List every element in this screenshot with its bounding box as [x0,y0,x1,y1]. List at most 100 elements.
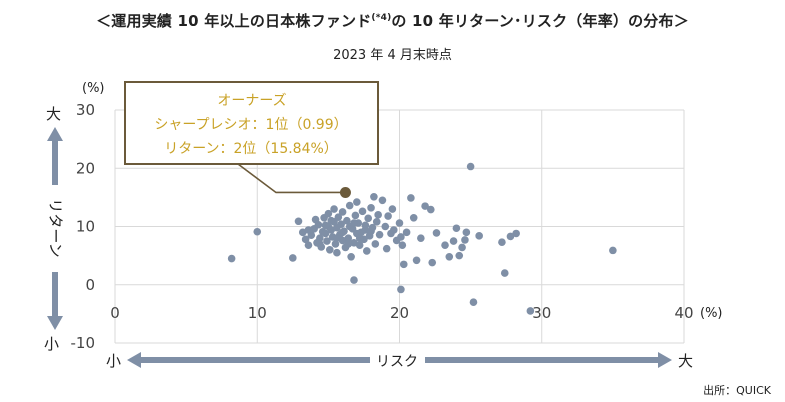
x-tick-label: 10 [248,304,267,322]
callout-box [124,81,379,165]
data-point [347,252,355,261]
callout-leader-line [237,163,346,194]
data-point [355,234,364,242]
x-tick-label: 40 [674,304,693,322]
y-big-label: 大 [46,105,61,123]
data-point [321,221,330,230]
data-point [338,208,347,216]
data-point [371,240,380,248]
y-tick-label: 10 [76,218,95,236]
data-point [353,198,361,206]
data-point [344,240,353,248]
data-point [321,229,330,238]
data-point [314,220,323,229]
data-point [384,212,392,220]
data-point [351,211,360,220]
callout-fund-name: オーナーズ [217,93,286,109]
data-point [364,214,373,223]
tick-labels: -10 0 10 20 30 0 10 20 30 40 [71,101,694,352]
data-point [609,246,617,255]
data-point [381,222,390,231]
data-point [227,254,236,263]
data-point [426,205,435,214]
y-tick-label: 0 [85,276,95,294]
data-point [372,218,381,226]
data-point [323,237,331,245]
data-point [407,194,415,202]
data-point [462,228,471,237]
risk-right-arrow-icon [425,352,672,368]
x-big-label: 大 [678,352,693,370]
x-small-label: 小 [106,352,121,370]
risk-left-arrow-icon [127,352,370,368]
data-point [333,234,341,242]
x-axis-name: リスク [376,354,418,370]
data-point [378,196,387,205]
x-tick-label: 30 [532,304,551,322]
x-tick-label: 0 [110,304,120,322]
data-point [338,236,347,245]
data-point [344,234,353,242]
data-point [390,226,398,234]
data-point [395,219,404,227]
data-point [294,217,303,226]
data-point [361,226,370,234]
data-point [506,232,515,241]
data-point [327,226,336,234]
data-point [441,241,449,249]
data-point [500,269,509,277]
data-point [298,228,307,237]
data-point [402,228,411,237]
data-point [316,234,324,242]
data-point [304,226,313,234]
data-point [398,241,407,249]
data-point [343,216,351,225]
y-tick-label: 30 [76,101,95,119]
data-point [333,248,341,257]
data-point [512,229,520,238]
callout-return: リターン：2位（15.84%） [164,141,338,157]
data-point [375,230,384,239]
data-point [388,205,397,213]
data-point [324,209,333,218]
data-point [345,201,354,210]
y-unit-label: (%) [82,81,105,96]
data-point [455,251,464,260]
data-point [397,233,405,241]
data-point [445,252,454,261]
data-point [337,220,345,228]
data-point [421,202,429,210]
data-point [350,239,358,247]
data-point [367,227,375,235]
data-point [362,247,371,255]
data-point [409,213,418,222]
data-point [412,256,421,265]
x-tick-label: 20 [390,304,409,322]
data-point [304,241,313,249]
data-point [399,260,408,269]
data-point [334,213,343,221]
title-footnote-mark: (*4) [371,13,392,23]
data-point [301,235,310,244]
highlight-point [339,186,351,198]
y-tick-label: 20 [76,159,95,177]
data-point [253,227,262,236]
data-point [327,216,336,225]
data-point [449,237,458,245]
data-point [428,258,437,267]
x-unit-label: (%) [700,306,723,321]
return-up-arrow-icon [47,127,63,185]
y-small-label: 小 [44,335,59,353]
data-point [458,243,466,252]
data-point [350,276,358,284]
data-point [374,211,382,219]
data-point [330,205,338,213]
data-point [475,232,483,240]
data-point [469,298,478,307]
data-point [350,219,358,227]
data-point [461,236,469,244]
source-note: 出所：QUICK [703,384,771,397]
data-point [358,207,367,216]
data-point [370,192,378,201]
data-point [355,241,364,249]
